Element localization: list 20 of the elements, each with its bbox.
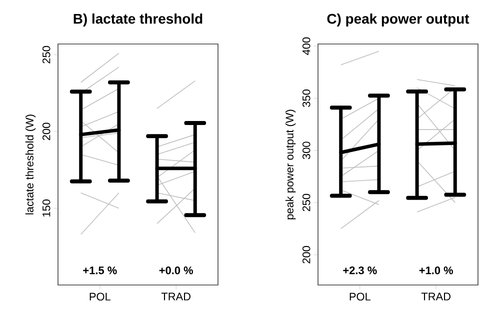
annotation: +1.5 % [83,266,117,274]
y-tick-label: 300 [302,142,310,160]
x-tick-label: POL [350,292,371,301]
chart-title: C) peak power output [327,13,470,26]
x-tick-label: TRAD [161,292,190,300]
y-tick-label: 200 [42,122,50,140]
y-tick-label: 250 [302,194,310,212]
y-axis-title: lactate threshold (W) [25,114,36,214]
y-tick-label: 250 [42,46,50,64]
annotation: +2.3 % [343,266,377,274]
x-tick-label: TRAD [421,292,450,300]
y-tick-label: 200 [302,246,310,264]
chart-title: B) lactate threshold [74,13,202,26]
annotation: +1.0 % [419,266,453,274]
y-tick-label: 350 [302,90,310,107]
annotation: +0.0 % [159,266,193,274]
y-tick-label: 400 [302,37,310,55]
y-axis-title: peak power output (W) [285,110,296,220]
y-tick-label: 150 [42,200,50,217]
x-tick-label: POL [90,292,111,301]
